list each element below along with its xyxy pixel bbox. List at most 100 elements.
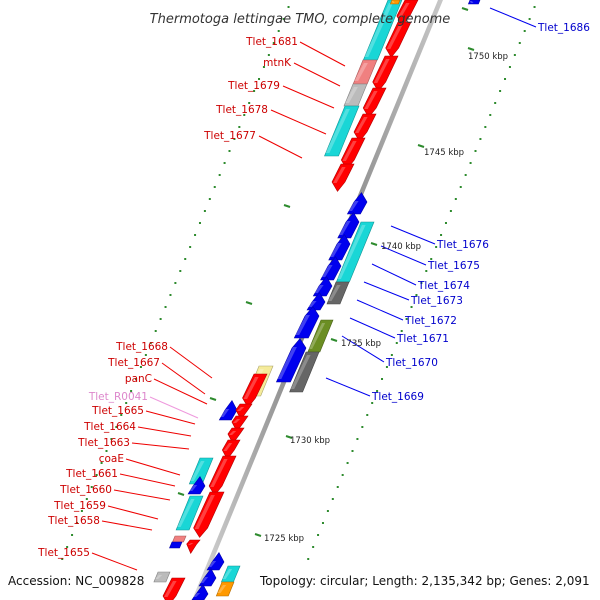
- scale-dot: [149, 342, 152, 344]
- gene-tlet-1686-box[interactable]: [467, 0, 481, 5]
- scale-dot: [110, 438, 113, 440]
- gene-label-tlet-1679[interactable]: Tlet_1679: [227, 80, 280, 92]
- gene-label-panc[interactable]: panC: [125, 373, 152, 385]
- gene-label-tlet-1670[interactable]: Tlet_1670: [385, 357, 438, 369]
- cds-light-1678[interactable]: [324, 105, 360, 157]
- gene-label-tlet-1667[interactable]: Tlet_1667: [107, 357, 160, 369]
- gene-label-tlet-1671[interactable]: Tlet_1671: [396, 333, 449, 345]
- gene-forward-4[interactable]: [362, 87, 387, 118]
- gene-forward-15[interactable]: [186, 539, 201, 555]
- cds-light-top-highlight: [364, 3, 393, 57]
- scale-dot: [494, 102, 497, 104]
- scale-dot: [508, 66, 511, 68]
- gene-label-tlet-1674[interactable]: Tlet_1674: [417, 280, 470, 292]
- gene-forward-11[interactable]: [227, 427, 245, 444]
- gene-forward-5[interactable]: [353, 113, 377, 142]
- cds-gray-1655[interactable]: [153, 571, 171, 583]
- gene-reverse-bottom-1[interactable]: [206, 552, 225, 571]
- scale-dot: [400, 330, 403, 332]
- gene-label-tlet-1675[interactable]: Tlet_1675: [427, 260, 480, 272]
- scale-dot: [287, 6, 290, 8]
- scale-dot: [228, 150, 231, 152]
- scale-dot: [174, 282, 177, 284]
- gene-label-tlet-1686[interactable]: Tlet_1686: [537, 22, 590, 34]
- scale-dot: [385, 366, 388, 368]
- scale-dot: [144, 354, 147, 356]
- gene-reverse-1658[interactable]: [169, 541, 183, 549]
- gene-label-tlet-1672[interactable]: Tlet_1672: [404, 315, 457, 327]
- gene-label-tlet-1668[interactable]: Tlet_1668: [115, 341, 168, 353]
- scale-dot: [66, 546, 69, 548]
- gene-reverse-8[interactable]: [275, 338, 307, 383]
- cds-gray-1679-highlight: [345, 87, 358, 103]
- scale-dot: [469, 162, 472, 164]
- gene-reverse-bottom-3[interactable]: [191, 584, 209, 600]
- leader-line: [349, 317, 396, 339]
- cds-dark-1673[interactable]: [326, 281, 350, 305]
- scale-dot: [356, 438, 359, 440]
- scale-dot: [258, 78, 261, 80]
- gene-label-tlet-1659[interactable]: Tlet_1659: [53, 500, 106, 512]
- gene-reverse-7[interactable]: [293, 306, 320, 339]
- scale-dot: [203, 210, 206, 212]
- cds-light-1675[interactable]: [335, 221, 375, 283]
- gene-reverse-bottom-2-highlight: [200, 577, 209, 583]
- kbp-tick: [461, 7, 469, 11]
- gene-label-tlet-1665[interactable]: Tlet_1665: [91, 405, 144, 417]
- gene-forward-1[interactable]: [396, 0, 419, 26]
- scale-dot: [326, 510, 329, 512]
- gene-forward-10[interactable]: [231, 415, 249, 432]
- leader-line: [113, 489, 171, 501]
- gene-forward-12[interactable]: [221, 439, 241, 460]
- gene-label-tlet-1655[interactable]: Tlet_1655: [37, 547, 90, 559]
- gene-reverse-panc[interactable]: [218, 400, 238, 421]
- gene-label-tlet-1677[interactable]: Tlet_1677: [203, 130, 256, 142]
- gene-forward-3[interactable]: [372, 55, 399, 92]
- gene-label-tlet-r0041[interactable]: Tlet_R0041: [88, 391, 148, 403]
- gene-forward-9[interactable]: [235, 403, 253, 420]
- gene-forward-16[interactable]: [162, 577, 186, 600]
- gene-forward-8[interactable]: [242, 373, 268, 408]
- gene-label-tlet-1676[interactable]: Tlet_1676: [436, 239, 489, 251]
- gene-label-tlet-1658[interactable]: Tlet_1658: [47, 515, 100, 527]
- cds-light-1678-highlight: [325, 109, 350, 153]
- gene-forward-14[interactable]: [193, 491, 225, 538]
- cds-pink-1659[interactable]: [172, 535, 187, 543]
- gene-label-tlet-1669[interactable]: Tlet_1669: [371, 391, 424, 403]
- gene-label-tlet-1664[interactable]: Tlet_1664: [83, 421, 136, 433]
- gene-forward-7[interactable]: [331, 163, 355, 192]
- gene-label-tlet-1678[interactable]: Tlet_1678: [215, 104, 268, 116]
- gene-label-mtnk[interactable]: mtnK: [263, 57, 292, 69]
- cds-olive-1671-highlight: [308, 323, 326, 349]
- cds-light-bottom[interactable]: [220, 565, 241, 583]
- cds-dark-1670[interactable]: [289, 351, 320, 393]
- gene-reverse-coae[interactable]: [187, 476, 206, 495]
- leader-line: [390, 225, 436, 245]
- leader-line: [293, 62, 341, 87]
- leader-line: [91, 552, 138, 571]
- cds-orange-bottom[interactable]: [215, 581, 235, 597]
- leader-line: [153, 378, 208, 405]
- leader-line: [137, 426, 192, 437]
- gene-reverse-4-highlight: [321, 265, 333, 277]
- cds-light-top[interactable]: [362, 0, 403, 61]
- scale-dot: [474, 150, 477, 152]
- gene-label-tlet-1660[interactable]: Tlet_1660: [59, 484, 112, 496]
- cds-light-1660[interactable]: [175, 495, 204, 531]
- cds-olive-1671[interactable]: [307, 319, 334, 353]
- scale-dot: [130, 390, 133, 392]
- gene-forward-13[interactable]: [208, 455, 237, 496]
- gene-label-tlet-1663[interactable]: Tlet_1663: [77, 437, 130, 449]
- scale-dot: [85, 498, 88, 500]
- scale-dot: [390, 354, 393, 356]
- gene-label-tlet-1673[interactable]: Tlet_1673: [410, 295, 463, 307]
- gene-reverse-bottom-2[interactable]: [198, 568, 217, 587]
- gene-forward-2[interactable]: [385, 21, 412, 58]
- cds-orange-top[interactable]: [389, 0, 401, 5]
- scale-dot: [518, 42, 521, 44]
- scale-dot: [523, 30, 526, 32]
- gene-label-tlet-1681[interactable]: Tlet_1681: [245, 36, 298, 48]
- gene-label-tlet-1661[interactable]: Tlet_1661: [65, 468, 118, 480]
- gene-label-coae[interactable]: coaE: [99, 453, 124, 465]
- leader-line: [125, 458, 181, 476]
